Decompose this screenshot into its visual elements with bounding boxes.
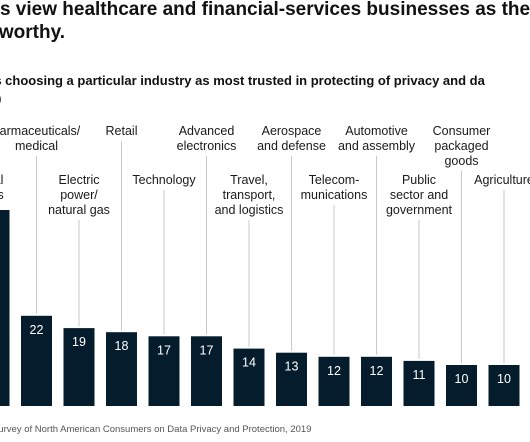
category-label: cial bbox=[0, 173, 3, 187]
bar bbox=[63, 328, 95, 406]
chart-title: ers view healthcare and financial-servic… bbox=[0, 0, 530, 44]
source-note: Survey of North American Consumers on Da… bbox=[0, 424, 312, 435]
chart-title-line-1: ers view healthcare and financial-servic… bbox=[0, 0, 530, 20]
category-label: Agriculture bbox=[474, 173, 530, 187]
category-label: ces bbox=[0, 188, 4, 202]
category-label: Technology bbox=[132, 173, 196, 187]
category-label: sector and bbox=[390, 188, 448, 202]
bar-value-label: 10 bbox=[455, 372, 469, 386]
bar bbox=[276, 352, 307, 406]
category-label: Advanced bbox=[179, 124, 235, 138]
chart-unit: 0) bbox=[0, 89, 2, 109]
bar-value-label: 19 bbox=[72, 335, 86, 349]
category-label: medical bbox=[15, 139, 58, 153]
bar-value-label: 13 bbox=[285, 360, 299, 374]
category-label: Retail bbox=[106, 124, 138, 138]
bar bbox=[233, 348, 265, 406]
category-label: Consumer bbox=[433, 124, 491, 138]
category-label: electronics bbox=[177, 139, 237, 153]
bar bbox=[106, 332, 137, 406]
category-label: Travel, bbox=[230, 173, 268, 187]
bar-value-label: 17 bbox=[157, 343, 171, 357]
bar-value-label: 17 bbox=[200, 343, 214, 357]
bar-value-label: 11 bbox=[413, 368, 426, 382]
category-label: and logistics bbox=[215, 203, 284, 217]
bar-value-label: 18 bbox=[115, 339, 129, 353]
category-label: goods bbox=[444, 154, 478, 168]
category-label: Telecom- bbox=[309, 173, 360, 187]
category-label: Aerospace bbox=[262, 124, 322, 138]
bar-value-label: 22 bbox=[30, 323, 44, 337]
category-label: and defense bbox=[257, 139, 326, 153]
category-label: Public bbox=[402, 173, 436, 187]
category-label: government bbox=[386, 203, 453, 217]
bar-value-label: 14 bbox=[242, 356, 256, 370]
category-label: transport, bbox=[223, 188, 276, 202]
bar bbox=[446, 365, 477, 406]
bar bbox=[148, 336, 180, 406]
bar bbox=[191, 336, 222, 406]
bar-value-label: 12 bbox=[327, 364, 341, 378]
chart-subtitle: ts choosing a particular industry as mos… bbox=[0, 73, 485, 88]
bar bbox=[318, 356, 350, 406]
bar bbox=[361, 356, 392, 406]
category-label: and assembly bbox=[338, 139, 416, 153]
bar bbox=[403, 360, 435, 406]
category-label: power/ bbox=[60, 188, 98, 202]
category-label: Electric bbox=[59, 173, 100, 187]
category-label: harmaceuticals/ bbox=[0, 124, 81, 138]
category-label: natural gas bbox=[48, 203, 110, 217]
bar-value-label: 12 bbox=[370, 364, 384, 378]
category-label: packaged bbox=[434, 139, 488, 153]
bar bbox=[0, 210, 10, 406]
bar-value-label: 10 bbox=[497, 372, 511, 386]
bar bbox=[21, 315, 52, 406]
bar-chart: cialces 22 harmaceuticals/medical 19 Electri… bbox=[0, 124, 530, 406]
category-label: munications bbox=[301, 188, 368, 202]
bar bbox=[488, 365, 520, 406]
chart-title-line-2: stworthy. bbox=[0, 22, 66, 43]
category-label: Automotive bbox=[345, 124, 408, 138]
